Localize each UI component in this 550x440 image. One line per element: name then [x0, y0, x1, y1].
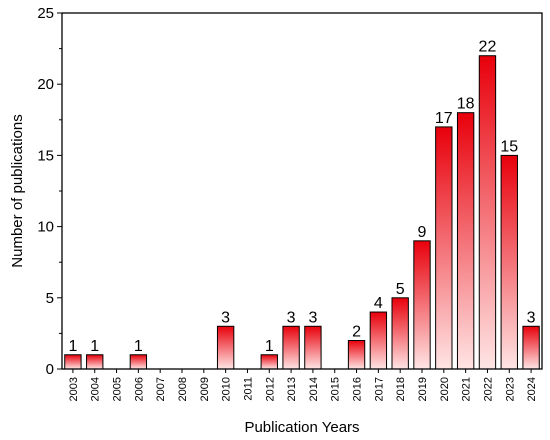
bar-2018: [391, 297, 409, 370]
data-label-2012: 1: [265, 338, 274, 355]
y-axis-title: Number of publications: [9, 114, 26, 267]
x-tick-label: 2006: [133, 377, 145, 401]
y-tick-label: 5: [46, 290, 54, 307]
bar-2023: [500, 154, 518, 370]
x-tick-label: 2012: [264, 377, 276, 401]
x-tick-label: 2017: [373, 377, 385, 401]
x-tick-label: 2003: [68, 377, 80, 401]
data-label-2010: 3: [221, 309, 230, 326]
y-tick-label: 10: [37, 219, 54, 236]
y-tick-label: 25: [37, 5, 54, 22]
data-label-2006: 1: [134, 338, 143, 355]
data-label-2017: 4: [374, 295, 383, 312]
bar-2021: [456, 112, 475, 370]
y-axis-ticks: 0 5 10 15 20 25: [37, 5, 62, 378]
bar-2019: [413, 240, 431, 370]
data-label-2019: 9: [418, 224, 427, 241]
data-label-2020: 17: [435, 110, 453, 127]
x-tick-label: 2024: [526, 377, 538, 401]
bar-2012: [260, 354, 278, 370]
bar-2022: [478, 55, 497, 370]
data-label-2013: 3: [287, 309, 296, 326]
x-tick-label: 2013: [286, 377, 298, 401]
data-label-2024: 3: [527, 309, 536, 326]
data-label-2014: 3: [308, 309, 317, 326]
x-axis-ticks: 2003 2004 2005 2006 2007 2008 2009 2010 2011 2012…: [68, 369, 538, 401]
bar-2014: [304, 325, 322, 370]
bar-2024: [522, 325, 540, 370]
data-label-2022: 22: [479, 39, 497, 56]
x-tick-label: 2018: [395, 377, 407, 401]
data-label-2016: 2: [352, 324, 361, 341]
bar-2017: [369, 311, 388, 370]
bar-2020: [435, 126, 453, 370]
x-tick-label: 2019: [417, 377, 429, 401]
x-tick-label: 2020: [439, 377, 451, 401]
data-label-2004: 1: [90, 338, 99, 355]
bar-2006: [129, 354, 148, 370]
x-tick-label: 2005: [112, 377, 124, 401]
data-label-2003: 1: [68, 338, 77, 355]
data-label-2018: 5: [396, 281, 405, 298]
bar-2016: [347, 340, 366, 370]
x-tick-label: 2007: [155, 377, 167, 401]
x-tick-label: 2015: [330, 377, 342, 401]
bar-2010: [216, 325, 235, 370]
x-tick-label: 2008: [177, 377, 189, 401]
x-axis-title: Publication Years: [244, 419, 359, 436]
x-tick-label: 2010: [221, 377, 233, 401]
x-tick-label: 2016: [352, 377, 364, 401]
data-label-2023: 15: [500, 138, 518, 155]
data-label-2021: 18: [457, 96, 475, 113]
bar-2013: [282, 325, 300, 370]
plot-frame: [61, 12, 543, 370]
y-tick-label: 15: [37, 147, 54, 164]
x-tick-label: 2021: [461, 377, 473, 401]
x-tick-label: 2011: [242, 377, 254, 401]
x-tick-label: 2022: [482, 377, 494, 401]
bar-2004: [86, 354, 104, 370]
bar-2003: [64, 354, 82, 370]
y-tick-label: 0: [46, 361, 54, 378]
x-tick-label: 2014: [308, 377, 320, 401]
y-tick-label: 20: [37, 76, 54, 93]
x-tick-label: 2009: [199, 377, 211, 401]
x-tick-label: 2004: [90, 377, 102, 401]
x-tick-label: 2023: [504, 377, 516, 401]
